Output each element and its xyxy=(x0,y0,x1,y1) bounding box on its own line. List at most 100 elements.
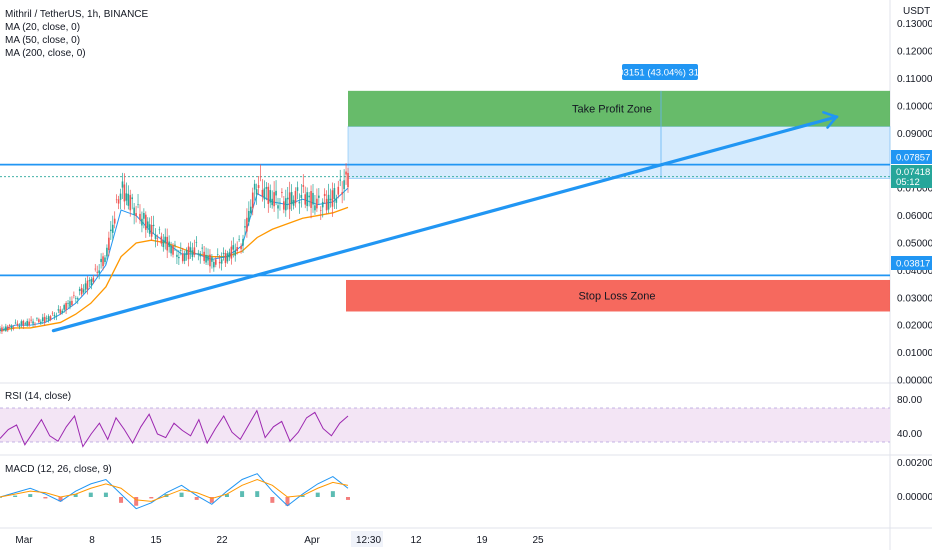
stop-loss-zone[interactable] xyxy=(346,279,890,312)
macd-tick-zero: 0.00000 xyxy=(897,492,932,503)
candle-body xyxy=(41,317,44,322)
candle-body xyxy=(63,305,65,310)
price-tick-label: 0.05000 xyxy=(897,238,932,249)
candle-body xyxy=(187,246,190,260)
candle-body xyxy=(139,213,141,221)
candle-body xyxy=(14,322,17,324)
candle-body xyxy=(49,316,52,321)
candle-body xyxy=(61,310,64,313)
candle-body xyxy=(269,190,272,203)
candle-body xyxy=(12,327,15,329)
candle-body xyxy=(343,180,345,190)
candle-body xyxy=(216,254,219,255)
candle-body xyxy=(347,172,349,188)
candle-body xyxy=(197,253,200,254)
candle-body xyxy=(104,257,106,263)
projection-box[interactable] xyxy=(347,126,891,179)
candle-body xyxy=(238,239,240,240)
candle-body xyxy=(218,261,221,264)
candle-body xyxy=(222,252,225,254)
candle-body xyxy=(193,247,196,255)
candle-body xyxy=(10,325,13,329)
indicator-ma200[interactable]: MA (200, close, 0) xyxy=(5,48,86,59)
candle-body xyxy=(55,316,58,317)
candle-body xyxy=(65,302,67,310)
rsi-label[interactable]: RSI (14, close) xyxy=(5,391,72,402)
current-time-label: 12:30 xyxy=(356,535,381,546)
candle-body xyxy=(110,229,112,232)
candle-body xyxy=(296,187,299,191)
candle-body xyxy=(180,250,182,251)
candle-body xyxy=(168,241,170,248)
candle-body xyxy=(277,205,279,209)
candle-body xyxy=(302,185,305,187)
candle-body xyxy=(160,236,163,244)
candle-body xyxy=(257,185,260,188)
macd-bar xyxy=(270,497,275,503)
indicator-ma50[interactable]: MA (50, close, 0) xyxy=(5,35,81,46)
take-profit-zone[interactable] xyxy=(348,90,890,127)
candle-body xyxy=(298,201,301,204)
macd-label[interactable]: MACD (12, 26, close, 9) xyxy=(5,464,112,475)
candle-body xyxy=(78,289,81,291)
candle-body xyxy=(319,210,322,211)
measure-label: 0.03151 (43.04%) 3151 xyxy=(610,68,709,79)
indicator-ma20[interactable]: MA (20, close, 0) xyxy=(5,22,81,33)
candle-body xyxy=(67,303,69,304)
macd-bar xyxy=(134,497,139,506)
candle-body xyxy=(283,201,285,210)
candle-body xyxy=(273,192,275,207)
candle-body xyxy=(3,329,5,331)
candle-body xyxy=(135,213,137,217)
price-tick-label: 0.09000 xyxy=(897,129,932,140)
macd-bar xyxy=(28,494,33,497)
candle-body xyxy=(183,253,186,261)
candle-body xyxy=(191,250,194,258)
macd-bar xyxy=(43,497,48,499)
candle-body xyxy=(294,191,297,204)
candle-body xyxy=(185,249,188,255)
candle-body xyxy=(306,192,308,207)
candle-body xyxy=(261,189,264,197)
candle-body xyxy=(325,198,328,211)
candle-body xyxy=(259,176,262,178)
candle-body xyxy=(82,289,85,293)
candle-body xyxy=(228,252,231,258)
candle-body xyxy=(20,321,23,325)
candle-body xyxy=(327,194,330,210)
candle-body xyxy=(73,295,75,297)
price-axis[interactable]: 0.130000.120000.110000.100000.090000.080… xyxy=(897,19,932,386)
time-axis[interactable]: Mar 8 15 22 Apr 12 19 25 xyxy=(15,535,544,546)
candle-body xyxy=(203,251,205,261)
candle-body xyxy=(34,323,36,325)
candle-body xyxy=(341,192,343,195)
candle-body xyxy=(255,189,258,195)
time-tick-label: Mar xyxy=(15,535,33,546)
candle-body xyxy=(100,258,102,263)
candle-body xyxy=(220,259,223,264)
candle-body xyxy=(84,283,87,290)
candle-body xyxy=(94,268,97,270)
candle-body xyxy=(213,262,215,268)
candle-body xyxy=(310,191,312,208)
macd-bar xyxy=(0,497,2,498)
candle-body xyxy=(158,229,161,231)
price-tick-label: 0.06000 xyxy=(897,211,932,222)
currency-label: USDT xyxy=(903,6,930,17)
time-tick-label: 15 xyxy=(150,535,162,546)
candle-body xyxy=(284,198,287,211)
candle-body xyxy=(38,319,40,323)
candle-body xyxy=(32,321,34,324)
candle-body xyxy=(125,193,128,201)
candle-body xyxy=(281,191,283,193)
ma50-line xyxy=(0,206,349,332)
candle-body xyxy=(205,254,207,263)
price-tag-top: 0.07857 xyxy=(891,150,932,164)
macd-bar xyxy=(209,497,214,503)
price-tick-label: 0.04000 xyxy=(897,266,932,277)
rsi-band xyxy=(0,408,890,442)
candle-body xyxy=(267,186,270,204)
trendline[interactable] xyxy=(51,115,839,333)
candles xyxy=(0,163,349,335)
